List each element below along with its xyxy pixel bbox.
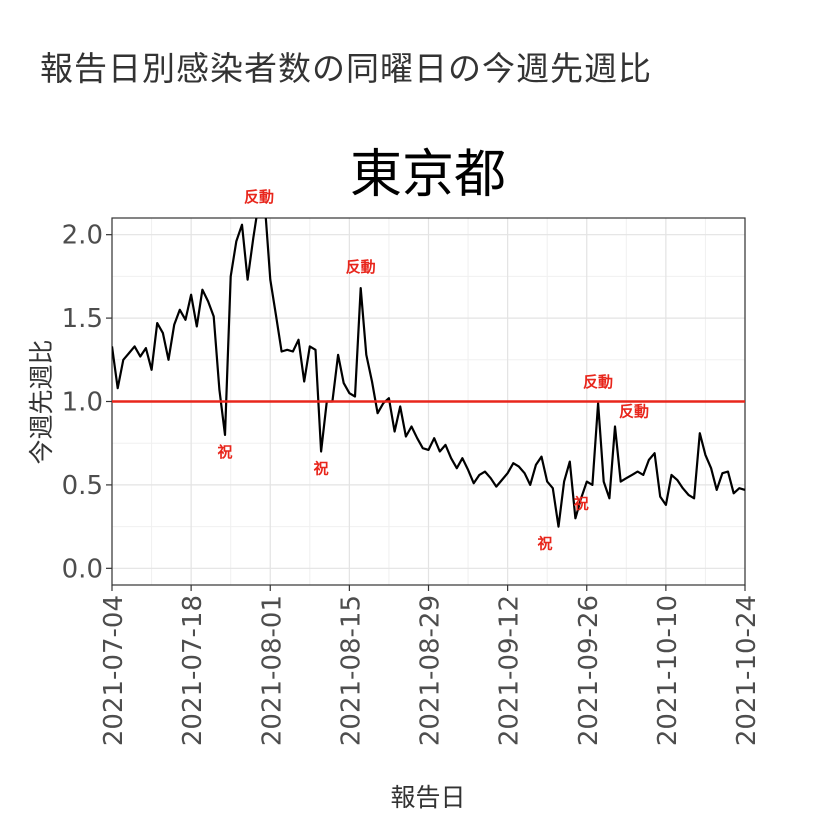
x-axis-label: 報告日 — [390, 783, 465, 812]
y-tick-label: 2.0 — [62, 221, 103, 251]
y-tick-label: 0.0 — [62, 554, 103, 584]
x-tick-label: 2021-09-26 — [574, 595, 604, 746]
x-tick-label: 2021-10-10 — [653, 595, 683, 746]
annotation-label: 反動 — [346, 258, 376, 276]
page-title: 報告日別感染者数の同曜日の今週先週比 — [40, 49, 652, 88]
annotation-label: 祝 — [574, 494, 589, 512]
series-line — [112, 218, 745, 528]
y-axis-label: 今週先週比 — [27, 339, 56, 464]
annotation-label: 反動 — [244, 188, 274, 206]
x-tick-label: 2021-07-18 — [178, 595, 208, 746]
annotation-label: 反動 — [619, 403, 649, 421]
x-tick-label: 2021-10-24 — [732, 595, 762, 746]
x-tick-label: 2021-09-12 — [495, 595, 525, 746]
chart-title: 東京都 — [350, 145, 506, 205]
y-tick-label: 1.0 — [62, 388, 103, 418]
annotation-label: 祝 — [314, 460, 329, 478]
y-tick-label: 0.5 — [62, 471, 103, 501]
x-tick-label: 2021-08-29 — [416, 595, 446, 746]
x-tick-label: 2021-08-15 — [336, 595, 366, 746]
y-tick-label: 1.5 — [62, 304, 103, 334]
x-tick-label: 2021-08-01 — [257, 595, 287, 746]
annotation-label: 祝 — [218, 443, 233, 461]
annotation-label: 反動 — [583, 373, 613, 391]
annotation-label: 祝 — [537, 535, 552, 553]
x-tick-label: 2021-07-04 — [99, 595, 129, 746]
